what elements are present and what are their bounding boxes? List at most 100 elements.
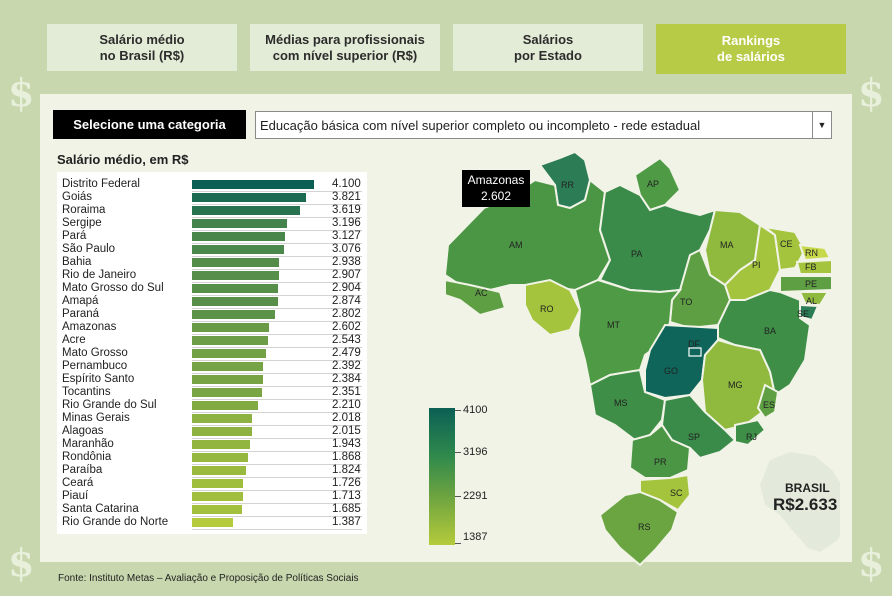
map-state-pr[interactable] — [628, 423, 692, 479]
map-label-pi: PI — [752, 260, 761, 270]
ranking-state-name: Maranhão — [62, 438, 114, 450]
map-state-rj[interactable] — [734, 418, 767, 447]
list-item[interactable]: Tocantins 2.351 — [57, 386, 367, 400]
list-item[interactable]: Rio Grande do Sul 2.210 — [57, 399, 367, 413]
tab-salario-medio[interactable]: Salário médio no Brasil (R$) — [47, 24, 237, 71]
ranking-value: 3.821 — [332, 191, 361, 203]
ranking-state-name: Rio Grande do Sul — [62, 399, 157, 411]
dollar-icon: $ — [858, 540, 885, 585]
map-label-ba: BA — [764, 326, 776, 336]
map-state-rs[interactable] — [598, 490, 680, 567]
map-state-pa[interactable] — [589, 179, 717, 294]
ranking-state-name: Amapá — [62, 295, 99, 307]
ranking-bar — [192, 271, 279, 280]
row-divider — [192, 360, 362, 361]
list-item[interactable]: Maranhão 1.943 — [57, 438, 367, 452]
ranking-state-name: Alagoas — [62, 425, 104, 437]
ranking-state-name: Rio de Janeiro — [62, 269, 137, 281]
ranking-bar — [192, 180, 314, 189]
tab-bar: Salário médio no Brasil (R$) Médias para … — [47, 24, 847, 74]
ranking-value: 2.018 — [332, 412, 361, 424]
ranking-state-name: Espírito Santo — [62, 373, 135, 385]
list-item[interactable]: Roraima 3.619 — [57, 204, 367, 218]
map-label-al: AL — [806, 296, 817, 306]
list-item[interactable]: Mato Grosso do Sul 2.904 — [57, 282, 367, 296]
list-item[interactable]: Rondônia 1.868 — [57, 451, 367, 465]
ranking-bar — [192, 362, 263, 371]
list-item[interactable]: Pernambuco 2.392 — [57, 360, 367, 374]
map-state-pb[interactable] — [795, 258, 833, 275]
tab-label: de salários — [717, 49, 785, 64]
list-item[interactable]: Paraná 2.802 — [57, 308, 367, 322]
row-divider — [192, 191, 362, 192]
row-divider — [192, 308, 362, 309]
list-item[interactable]: Distrito Federal 4.100 — [57, 178, 367, 192]
list-item[interactable]: Goiás 3.821 — [57, 191, 367, 205]
list-item[interactable]: São Paulo 3.076 — [57, 243, 367, 257]
map-state-al[interactable] — [798, 291, 830, 307]
map-state-ce[interactable] — [761, 225, 807, 272]
row-divider — [192, 412, 362, 413]
legend-max: 4100 — [463, 404, 488, 416]
map-state-rn[interactable] — [798, 243, 832, 262]
tab-salarios-estado[interactable]: Salários por Estado — [453, 24, 643, 71]
map-label-ro: RO — [540, 304, 554, 314]
ranking-value: 2.802 — [332, 308, 361, 320]
ranking-state-name: Roraima — [62, 204, 106, 216]
list-item[interactable]: Acre 2.543 — [57, 334, 367, 348]
list-item[interactable]: Espírito Santo 2.384 — [57, 373, 367, 387]
row-divider — [192, 295, 362, 296]
map-label-ac: AC — [475, 288, 488, 298]
map-label-ce: CE — [780, 239, 793, 249]
map-state-mg[interactable] — [700, 338, 777, 432]
row-divider — [192, 230, 362, 231]
ranking-state-name: Goiás — [62, 191, 93, 203]
ranking-value: 1.713 — [332, 490, 361, 502]
list-item[interactable]: Rio Grande do Norte 1.387 — [57, 516, 367, 530]
tooltip-value: 2.602 — [480, 189, 512, 203]
map-state-ac[interactable] — [444, 278, 507, 317]
list-item[interactable]: Santa Catarina 1.685 — [57, 503, 367, 517]
list-item[interactable]: Pará 3.127 — [57, 230, 367, 244]
map-state-df[interactable] — [688, 347, 702, 357]
map-label-es: ES — [763, 400, 775, 410]
list-item[interactable]: Ceará 1.726 — [57, 477, 367, 491]
list-item[interactable]: Minas Gerais 2.018 — [57, 412, 367, 426]
tab-label: Salário médio — [99, 31, 185, 47]
chevron-down-icon[interactable]: ▼ — [812, 112, 831, 138]
row-divider — [192, 386, 362, 387]
category-selected-value: Educação básica com nível superior compl… — [260, 117, 701, 133]
map-label-ma: MA — [720, 240, 734, 250]
tooltip-state: Amazonas — [467, 173, 525, 187]
list-item[interactable]: Rio de Janeiro 2.907 — [57, 269, 367, 283]
row-divider — [192, 282, 362, 283]
list-item[interactable]: Paraíba 1.824 — [57, 464, 367, 478]
legend-tick — [455, 496, 461, 497]
list-item[interactable]: Amapá 2.874 — [57, 295, 367, 309]
row-divider — [192, 217, 362, 218]
list-item[interactable]: Sergipe 3.196 — [57, 217, 367, 231]
dollar-icon: $ — [858, 70, 885, 115]
map-state-pe[interactable] — [779, 275, 833, 294]
map-label-sc: SC — [670, 488, 683, 498]
map-state-es[interactable] — [756, 383, 780, 420]
tab-medias-profissionais[interactable]: Médias para profissionais com nível super… — [250, 24, 440, 71]
map-label-mg: MG — [728, 380, 743, 390]
row-divider — [192, 243, 362, 244]
category-select[interactable]: Educação básica com nível superior compl… — [255, 111, 832, 139]
ranking-bar — [192, 232, 285, 241]
row-divider — [192, 438, 362, 439]
map-label-sp: SP — [688, 432, 700, 442]
tab-rankings[interactable]: Rankings de salários — [656, 24, 846, 74]
map-label-rn: RN — [805, 248, 818, 258]
source-note: Fonte: Instituto Metas – Avaliação e Pro… — [58, 573, 359, 584]
list-item[interactable]: Mato Grosso 2.479 — [57, 347, 367, 361]
ranking-value: 1.868 — [332, 451, 361, 463]
list-item[interactable]: Piauí 1.713 — [57, 490, 367, 504]
row-divider — [192, 347, 362, 348]
list-item[interactable]: Bahia 2.938 — [57, 256, 367, 270]
list-item[interactable]: Alagoas 2.015 — [57, 425, 367, 439]
map-state-ro[interactable] — [524, 278, 582, 337]
ranking-state-name: Minas Gerais — [62, 412, 130, 424]
list-item[interactable]: Amazonas 2.602 — [57, 321, 367, 335]
